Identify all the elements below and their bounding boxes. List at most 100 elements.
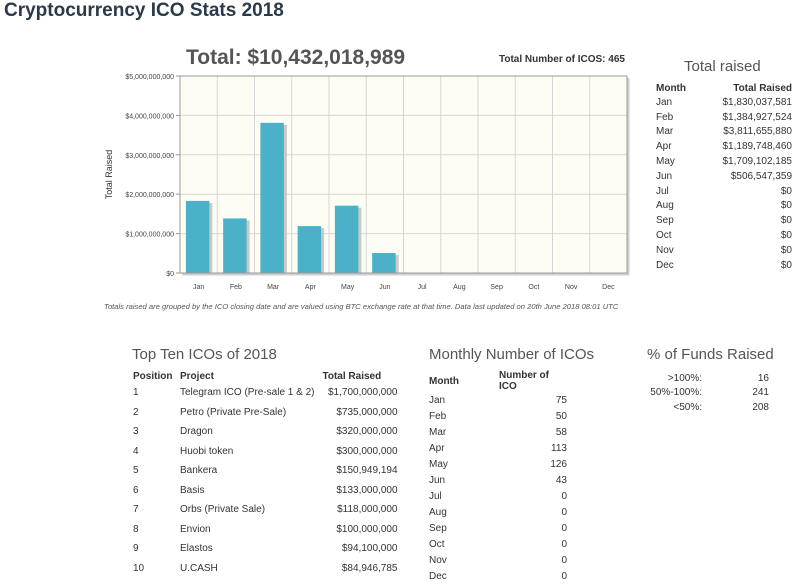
count-cell: 0: [561, 570, 567, 582]
y-tick-label: $0: [166, 271, 174, 278]
range-cell: 50%-100%:: [650, 387, 702, 399]
project-cell: Elastos: [180, 543, 213, 555]
table-row: Aug 0: [429, 504, 567, 520]
table-row: Jul 0: [429, 488, 567, 504]
month-cell: Sep: [656, 215, 674, 227]
x-tick-label: Nov: [565, 284, 578, 291]
month-cell: Jun: [656, 170, 673, 182]
table-row: Dec 0: [429, 568, 567, 584]
total-cell: $94,100,000: [341, 543, 398, 555]
table-row: Dec $0: [656, 258, 792, 273]
column-header-month: Month: [429, 375, 459, 387]
bar-may: [334, 205, 359, 273]
project-cell: Envion: [180, 523, 211, 535]
table-row: Jun 43: [429, 472, 567, 488]
position-cell: 1: [133, 387, 139, 399]
month-cell: Oct: [656, 230, 672, 242]
project-cell: U.CASH: [180, 562, 218, 574]
y-tick-label: $3,000,000,000: [125, 153, 174, 160]
month-cell: Mar: [656, 126, 674, 138]
table-row: Oct 0: [429, 536, 567, 552]
position-cell: 6: [133, 484, 139, 496]
bar-mar: [260, 122, 284, 273]
monthly-raised-bar-chart: $0 $1,000,000,000 $2,000,000,000 $3,000,000…: [104, 74, 630, 291]
table-row: Jul $0: [656, 184, 792, 199]
funds-raised-title: % of Funds Raised: [647, 346, 774, 363]
x-tick-label: Jun: [379, 284, 390, 291]
column-header-total: Total Raised: [733, 83, 792, 94]
month-cell: Mar: [429, 426, 447, 438]
project-cell: Basis: [180, 484, 205, 496]
project-cell: Petro (Private Pre-Sale): [180, 406, 287, 418]
total-cell: $0: [780, 259, 792, 271]
count-cell: 43: [555, 474, 567, 486]
count-cell: 113: [551, 442, 567, 454]
monthly-ico-table: Month Number of ICO Jan 75 Feb 50 Mar 58 Apr 11…: [429, 370, 567, 584]
month-cell: Nov: [429, 554, 447, 566]
count-cell: 50: [555, 410, 567, 422]
position-cell: 8: [133, 523, 139, 535]
table-row: 3 Dragon $320,000,000: [133, 422, 398, 442]
total-cell: $84,946,785: [341, 562, 398, 574]
month-cell: Jul: [656, 185, 669, 197]
table-row: Feb $1,384,927,524: [656, 110, 792, 125]
count-cell: 0: [561, 522, 567, 534]
table-row: Jan $1,830,037,581: [656, 95, 792, 110]
total-cell: $0: [780, 185, 792, 197]
range-cell: <50%:: [673, 401, 702, 413]
y-tick-label: $4,000,000,000: [125, 113, 174, 120]
count-cell: 58: [555, 426, 567, 438]
table-row: Sep 0: [429, 520, 567, 536]
table-row: 10 U.CASH $84,946,785: [133, 559, 398, 579]
total-raised-headline: Total: $10,432,018,989: [186, 46, 406, 69]
x-tick-label: Apr: [305, 284, 317, 291]
x-tick-label: Aug: [453, 284, 466, 291]
total-cell: $0: [780, 244, 792, 256]
month-cell: Jan: [656, 96, 673, 108]
position-cell: 3: [133, 426, 139, 438]
project-cell: Telegram ICO (Pre-sale 1 & 2): [180, 387, 315, 399]
range-cell: >100%:: [667, 372, 702, 384]
count-cell: 0: [561, 490, 567, 502]
table-row: Nov 0: [429, 552, 567, 568]
table-row: Sep $0: [656, 213, 792, 228]
position-cell: 2: [133, 406, 139, 418]
month-cell: May: [429, 458, 448, 470]
month-cell: Apr: [656, 141, 672, 153]
month-cell: Sep: [429, 522, 447, 534]
position-cell: 4: [133, 445, 139, 457]
total-cell: $506,547,359: [730, 170, 792, 182]
page-title: Cryptocurrency ICO Stats 2018: [4, 0, 284, 21]
project-cell: Huobi token: [180, 445, 234, 457]
value-cell: 208: [752, 401, 769, 413]
plot-frame: [179, 75, 628, 274]
total-cell: $1,189,748,460: [722, 141, 792, 153]
y-tick-label: $2,000,000,000: [125, 192, 174, 199]
x-tick-label: Mar: [267, 284, 280, 291]
table-row: 5 Bankera $150,949,194: [133, 461, 398, 481]
bar-feb: [223, 218, 247, 273]
top-ten-table: Position Project Total Raised 1 Telegram …: [133, 370, 398, 578]
table-row: 2 Petro (Private Pre-Sale) $735,000,000: [133, 403, 398, 423]
count-cell: 0: [561, 554, 567, 566]
table-row: <50%: 208: [650, 400, 769, 415]
month-cell: Apr: [429, 442, 445, 454]
value-cell: 16: [757, 372, 769, 384]
total-raised-table: Month Total Raised Jan $1,830,037,581 Feb $…: [656, 82, 792, 273]
table-row: 7 Orbs (Private Sale) $118,000,000: [133, 500, 398, 520]
table-header-row: Month Number of ICO: [429, 370, 567, 392]
table-row: Nov $0: [656, 243, 792, 258]
table-row: Jun $506,547,359: [656, 169, 792, 184]
table-row: Apr 113: [429, 440, 567, 456]
y-axis-label: Total Raised: [104, 150, 114, 200]
table-row: Mar 58: [429, 424, 567, 440]
total-ico-count: Total Number of ICOS: 465: [499, 54, 625, 65]
total-cell: $118,000,000: [337, 504, 398, 516]
total-cell: $1,700,000,000: [327, 387, 398, 399]
total-cell: $100,000,000: [336, 523, 398, 535]
month-cell: Jul: [429, 490, 442, 502]
project-cell: Orbs (Private Sale): [180, 504, 266, 516]
total-cell: $0: [780, 215, 792, 227]
y-tick-label: $1,000,000,000: [125, 232, 174, 239]
total-cell: $150,949,194: [336, 465, 398, 477]
